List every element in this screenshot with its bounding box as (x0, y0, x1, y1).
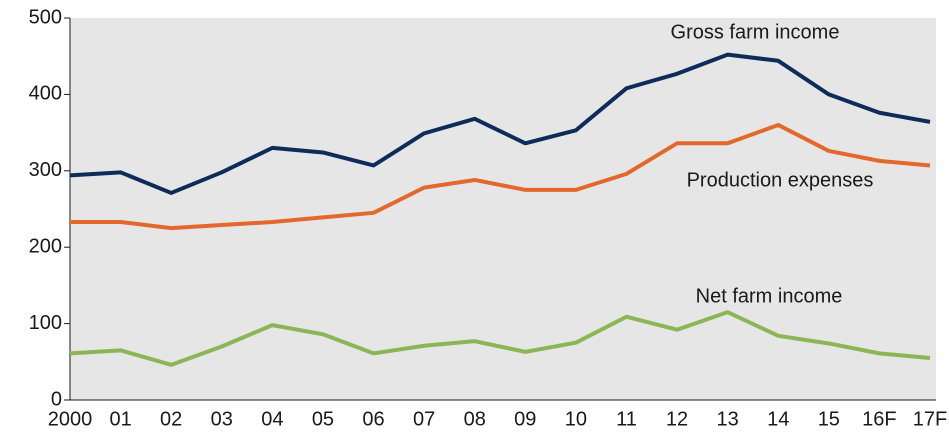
x-tick-label: 14 (767, 408, 789, 430)
x-tick-label: 13 (717, 408, 739, 430)
x-tick-label: 10 (565, 408, 587, 430)
x-tick-label: 01 (109, 408, 131, 430)
x-tick-label: 15 (818, 408, 840, 430)
y-tick-label: 100 (29, 312, 62, 334)
y-tick-label: 500 (29, 6, 62, 28)
x-tick-label: 16F (862, 408, 896, 430)
x-tick-label: 17F (913, 408, 947, 430)
x-tick-label: 02 (160, 408, 182, 430)
x-tick-label: 06 (362, 408, 384, 430)
x-tick-label: 2000 (48, 408, 93, 430)
series-label: Gross farm income (671, 21, 840, 43)
series-label: Net farm income (696, 285, 843, 307)
x-tick-label: 03 (211, 408, 233, 430)
x-tick-label: 08 (464, 408, 486, 430)
x-tick-label: 07 (413, 408, 435, 430)
y-tick-label: 400 (29, 83, 62, 105)
x-tick-label: 09 (514, 408, 536, 430)
series-line (69, 52, 931, 195)
series-label: Production expenses (687, 169, 874, 191)
series-line (69, 310, 931, 367)
x-tick-label: 05 (312, 408, 334, 430)
x-tick-label: 04 (261, 408, 283, 430)
y-tick-label: 300 (29, 159, 62, 181)
x-tick-label: 12 (666, 408, 688, 430)
series-line (70, 122, 931, 231)
y-tick-label: 0 (51, 388, 62, 410)
x-tick-label: 11 (616, 408, 637, 430)
plot-background (70, 18, 936, 400)
y-tick-label: 200 (29, 235, 62, 257)
